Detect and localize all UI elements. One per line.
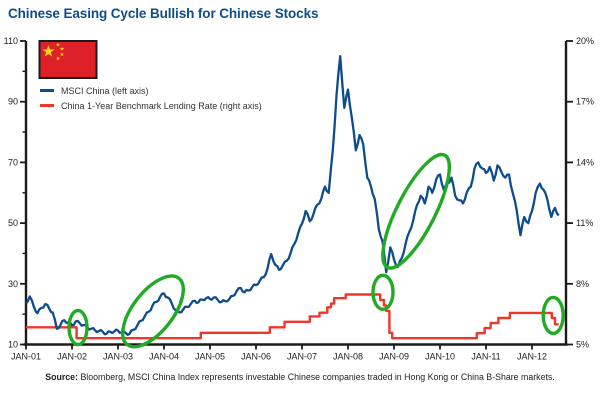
left-axis-tick-label: 110 [4, 36, 18, 46]
right-axis-tick-label: 5% [576, 340, 589, 350]
x-axis-tick-label: JAN-03 [103, 352, 133, 362]
right-axis-tick-label: 8% [576, 279, 589, 289]
ellipse-outline [67, 308, 89, 347]
ellipse-outline [371, 273, 395, 311]
left-axis-tick-label: 90 [8, 97, 18, 107]
right-axis-tick-label: 17% [576, 97, 594, 107]
legend-item-msci: MSCI China (left axis) [40, 83, 262, 98]
series-lines [25, 55, 560, 340]
x-axis-tick-label: JAN-07 [287, 352, 317, 362]
flag-small-star [59, 52, 65, 57]
highlight-ellipses [67, 152, 565, 349]
axes: 110 90 70 50 30 10 20% 17% 14% 11% 8% 5% JAN-01 JAN-0… [4, 36, 594, 362]
source-label: Source: [45, 372, 78, 382]
left-axis-tick-label: 30 [8, 279, 18, 289]
x-axis-tick-label: JAN-04 [149, 352, 179, 362]
easing-highlight-ellipse [121, 274, 185, 349]
easing-highlight-ellipse [67, 308, 89, 347]
left-axis-tick-label: 70 [8, 157, 18, 167]
easing-highlight-ellipse [371, 273, 395, 311]
right-axis-tick-label: 14% [576, 157, 594, 167]
lending-rate-line [26, 293, 559, 340]
left-axis-tick-label: 10 [8, 340, 18, 350]
chart-title: Chinese Easing Cycle Bullish for Chinese… [8, 6, 319, 21]
china-flag-icon [38, 40, 98, 79]
x-axis-tick-label: JAN-02 [57, 352, 87, 362]
left-axis-tick-label: 50 [8, 218, 18, 228]
easing-highlight-ellipse [381, 152, 452, 270]
right-axis-tick-label: 20% [576, 36, 594, 46]
ellipse-outline [121, 274, 185, 349]
ellipse-outline [541, 295, 565, 336]
right-axis-tick-label: 11% [576, 218, 593, 228]
x-axis-tick-label: JAN-12 [517, 352, 547, 362]
legend-label-lending-rate: China 1-Year Benchmark Lending Rate (rig… [61, 100, 262, 111]
msci-china-line [25, 55, 560, 336]
source-note: Source: Bloomberg, MSCI China Index repr… [0, 372, 600, 382]
easing-highlight-ellipse [541, 295, 565, 336]
legend-label-msci: MSCI China (left axis) [61, 85, 149, 96]
ellipse-outline [381, 152, 452, 270]
legend: MSCI China (left axis) China 1-Year Benc… [40, 83, 262, 113]
flag-small-star [55, 42, 61, 47]
flag-big-star [42, 45, 55, 57]
lending-rate-swatch [40, 103, 54, 108]
x-axis-tick-label: JAN-06 [241, 352, 271, 362]
legend-item-lending-rate: China 1-Year Benchmark Lending Rate (rig… [40, 98, 262, 113]
msci-line-swatch [40, 88, 54, 93]
source-text: Bloomberg, MSCI China Index represents i… [78, 372, 555, 382]
flag-small-star [55, 56, 61, 61]
x-axis-tick-label: JAN-08 [333, 352, 363, 362]
x-axis-tick-label: JAN-09 [379, 352, 409, 362]
x-axis-tick-label: JAN-10 [425, 352, 455, 362]
x-axis-tick-label: JAN-11 [471, 352, 500, 362]
x-axis-tick-label: JAN-01 [11, 352, 41, 362]
flag-small-star [59, 46, 65, 51]
x-axis-tick-label: JAN-05 [195, 352, 225, 362]
